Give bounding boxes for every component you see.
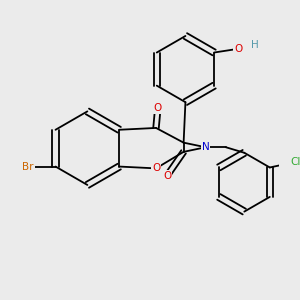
Text: N: N <box>202 142 210 152</box>
Text: Cl: Cl <box>290 157 300 167</box>
Text: O: O <box>152 164 160 173</box>
Text: O: O <box>163 171 171 181</box>
Text: O: O <box>154 103 162 113</box>
Text: H: H <box>251 40 259 50</box>
Text: O: O <box>234 44 242 54</box>
Text: Br: Br <box>22 162 34 172</box>
